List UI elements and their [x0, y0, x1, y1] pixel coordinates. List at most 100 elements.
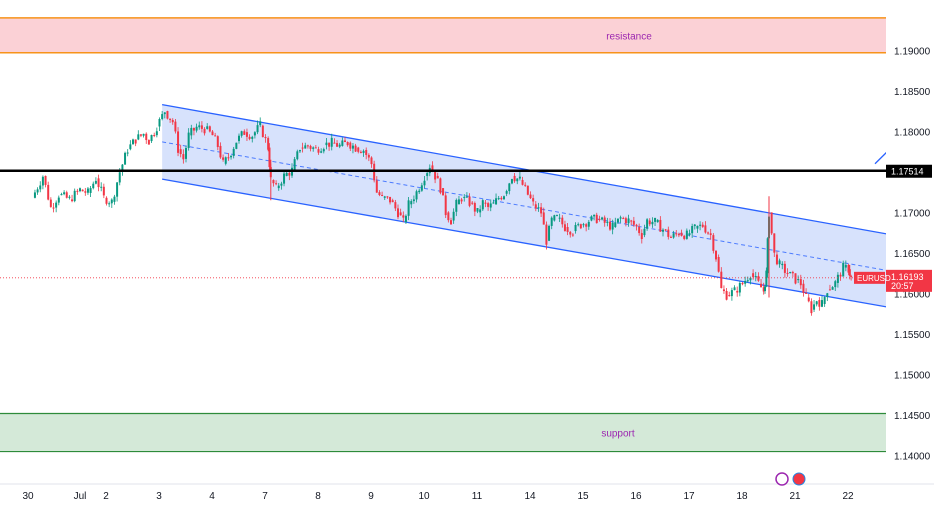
candle-body: [760, 283, 763, 288]
candle-body: [322, 149, 325, 152]
candle-body: [235, 142, 238, 149]
candle-body: [126, 152, 129, 154]
candle-body: [783, 263, 786, 273]
candle-body: [150, 134, 153, 142]
candle-body: [399, 212, 402, 216]
candle-body: [609, 221, 611, 230]
candle-body: [264, 136, 267, 139]
candle-body: [404, 215, 407, 223]
candle-body: [134, 139, 137, 144]
candle-body: [510, 179, 513, 184]
candle-body: [118, 172, 121, 183]
candle-body: [701, 224, 704, 227]
candle-body: [232, 148, 235, 156]
candle-body: [569, 231, 572, 235]
candle-body: [195, 126, 198, 131]
x-tick-label: 3: [156, 491, 162, 502]
time-axis[interactable]: 30 Jul 2 3 4 7 8 9 10 11 14 15 16 17 18 21 22: [0, 472, 934, 502]
candle-body: [640, 233, 643, 240]
candle-body: [685, 230, 688, 239]
candle-body: [773, 233, 776, 253]
candle-body: [574, 224, 577, 232]
candle-body: [752, 273, 755, 277]
candle-body: [216, 136, 219, 148]
candle-body: [426, 173, 429, 176]
candle-body: [86, 188, 89, 193]
candle-body: [362, 150, 365, 153]
candle-body: [850, 275, 853, 277]
candle-body: [81, 189, 84, 192]
candle-body: [484, 202, 487, 204]
y-tick-label: 1.17000: [894, 208, 931, 219]
y-tick-label: 1.16000: [894, 289, 931, 300]
candle-body: [116, 182, 119, 197]
candle-body: [526, 185, 529, 195]
candle-body: [630, 220, 633, 222]
candle-body: [330, 137, 333, 147]
resistance-zone[interactable]: [0, 17, 886, 53]
candle-body: [373, 163, 376, 181]
candle-body: [370, 157, 373, 165]
candle-body: [272, 179, 275, 184]
candle-body: [68, 196, 71, 198]
candle-body: [222, 157, 225, 160]
candle-body: [383, 196, 386, 198]
candle-body: [492, 202, 495, 204]
channel-lower-line[interactable]: [162, 178, 926, 315]
symbol-label: EURUSD: [857, 274, 891, 283]
candle-body: [243, 131, 246, 135]
candle-body: [71, 199, 74, 202]
candle-body: [296, 151, 299, 160]
candle-body: [55, 202, 58, 208]
candle-body: [285, 172, 288, 176]
candle-body: [447, 212, 450, 221]
y-tick-label: 1.14000: [894, 452, 931, 463]
candle-body: [704, 225, 707, 233]
candle-body: [651, 221, 654, 225]
candle-body: [391, 200, 394, 203]
candle-body: [707, 232, 710, 234]
support-zone[interactable]: [0, 413, 886, 452]
price-axis[interactable]: 1.19000 1.18500 1.18000 1.17000 1.16500 1.160…: [854, 0, 934, 506]
candle-body: [744, 280, 747, 284]
candle-body: [601, 217, 604, 220]
candle-body: [839, 274, 842, 277]
y-tick-label: 1.15500: [894, 330, 931, 341]
candle-body: [791, 271, 794, 274]
candle-body: [810, 301, 813, 314]
candle-body: [357, 147, 360, 152]
candle-body: [97, 178, 100, 188]
us-flag-event-icon[interactable]: [792, 472, 806, 486]
candle-body: [147, 140, 150, 145]
candle-body: [190, 127, 193, 136]
candle-body: [52, 207, 55, 209]
candle-body: [60, 194, 63, 196]
candle-body: [656, 219, 659, 223]
candle-body: [434, 171, 437, 180]
candle-body: [823, 297, 826, 305]
candle-body: [219, 145, 222, 158]
candle-body: [556, 215, 558, 217]
candle-body: [293, 159, 296, 171]
lightning-event-icon[interactable]: [775, 472, 789, 486]
candle-body: [534, 204, 537, 209]
candle-body: [442, 188, 445, 196]
candle-body: [587, 221, 590, 227]
candle-body: [733, 287, 736, 291]
candle-body: [298, 150, 301, 152]
candle-body: [328, 142, 331, 147]
candle-body: [450, 220, 452, 225]
candle-body: [301, 147, 304, 149]
candle-body: [283, 173, 286, 184]
candle-body: [381, 195, 384, 197]
candle-body: [749, 277, 752, 281]
x-tick-label: 18: [736, 491, 748, 502]
candle-body: [521, 179, 524, 185]
channel-upper-line[interactable]: [162, 103, 926, 242]
candle-body: [537, 207, 540, 209]
candle-body: [553, 215, 556, 221]
candle-body: [344, 140, 346, 143]
candle-body: [439, 178, 442, 193]
candle-body: [49, 199, 52, 207]
